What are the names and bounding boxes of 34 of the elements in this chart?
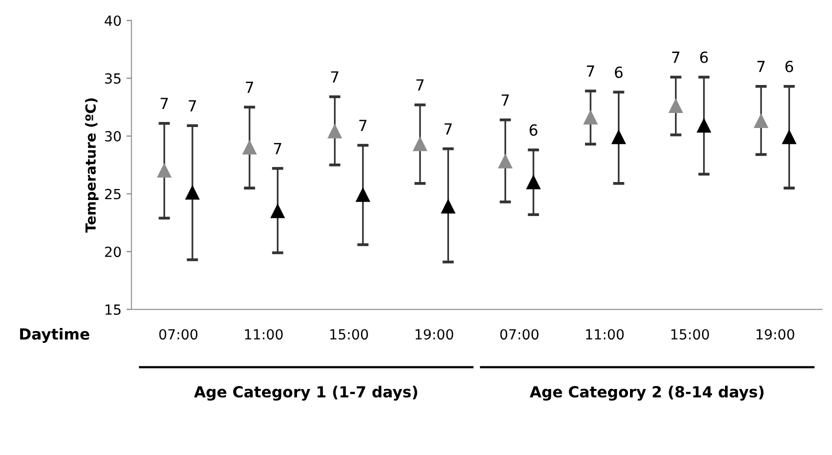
- x-tick-label: 07:00: [159, 329, 198, 340]
- text: Age Category 2 (8-14 days): [530, 386, 764, 401]
- annotation: 7: [444, 123, 452, 134]
- annotation: 7: [672, 52, 680, 63]
- y-tick-label: 25: [105, 188, 121, 200]
- x-tick-label: 19:00: [756, 329, 794, 340]
- x-tick-label: 07:00: [500, 329, 538, 340]
- annotation: 7: [359, 120, 366, 131]
- y-tick-label: 40: [104, 15, 121, 26]
- x-tick-label: 11:00: [245, 329, 283, 340]
- annotation: 7: [188, 100, 196, 112]
- annotation: 6: [530, 124, 538, 136]
- x-tick-label: 15:00: [671, 329, 709, 340]
- x-tick-label: 15:00: [330, 329, 368, 340]
- annotation: 7: [757, 60, 765, 72]
- annotation: 6: [614, 66, 623, 78]
- y-tick-label: 35: [105, 73, 121, 84]
- x-tick-label: 19:00: [416, 329, 454, 340]
- text: Daytime: [20, 328, 90, 343]
- text: Age Category 1 (1-7 days): [194, 386, 418, 401]
- annotation: 6: [700, 51, 708, 64]
- x-tick-label: 11:00: [586, 329, 624, 340]
- annotation: 7: [274, 142, 282, 154]
- annotation: 7: [502, 94, 509, 106]
- annotation: 6: [785, 60, 794, 72]
- annotation: 7: [416, 79, 424, 91]
- y-tick-label: 30: [105, 131, 121, 142]
- y-axis-title: Temperature (ºC): [85, 98, 99, 233]
- y-tick-label: 15: [106, 304, 121, 315]
- annotation: 7: [160, 98, 168, 110]
- annotation: 7: [246, 82, 254, 93]
- annotation: 7: [331, 71, 338, 82]
- y-tick-label: 20: [105, 246, 121, 258]
- annotation: 7: [586, 66, 594, 77]
